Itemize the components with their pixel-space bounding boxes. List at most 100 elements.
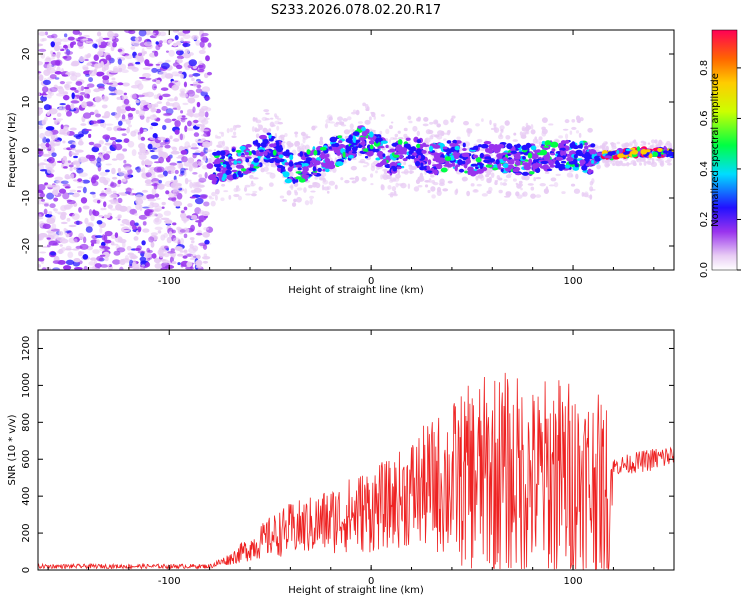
spectrogram-halo-cell (541, 126, 546, 131)
spectrogram-noise-cell (198, 215, 207, 222)
spectrogram-noise-cell (137, 250, 146, 254)
spectrogram-halo-cell (351, 180, 357, 184)
spectrogram-noise-cell (119, 51, 125, 56)
spectrogram-noise-cell (62, 129, 70, 136)
spectrogram-ridge-cell (432, 144, 441, 149)
spectrogram-ridge-cell (274, 159, 281, 164)
spectrogram-noise-cell (56, 112, 62, 117)
spectrogram-ridge-cell (284, 162, 290, 166)
spectrogram-ridge-cell (479, 163, 484, 169)
spectrogram-halo-cell (524, 131, 530, 135)
spectrogram-noise-cell (85, 40, 89, 44)
spectrogram-ridge-cell (357, 125, 362, 129)
spectrogram-ridge-cell (555, 160, 560, 166)
spectrogram-halo-cell (260, 167, 265, 173)
spectrogram-noise-cell (58, 87, 65, 94)
spectrogram-noise-cell (167, 170, 173, 174)
spectrogram-noise-cell (131, 66, 139, 72)
spectrogram-ridge-cell (458, 168, 465, 173)
spectrogram-noise-cell (188, 165, 193, 172)
spectrogram-noise-cell (142, 72, 151, 78)
spectrogram-noise-cell (50, 41, 55, 48)
spectrogram-noise-cell (124, 30, 133, 34)
spectrogram-ridge-cell (389, 148, 396, 153)
spectrogram-halo-cell (355, 109, 360, 116)
spectrogram-ridge-cell (221, 176, 226, 182)
spectrogram-halo-cell (228, 195, 232, 200)
spectrogram-noise-cell (120, 223, 125, 227)
spectrogram-ridge-cell (568, 160, 576, 165)
spectrogram-halo-cell (324, 123, 329, 129)
spectrogram-noise-cell (141, 159, 146, 166)
spectrogram-ridge-cell (223, 164, 227, 168)
spectrogram-noise-cell (149, 114, 158, 121)
spectrogram-noise-cell (75, 72, 81, 78)
spectrogram-halo-cell (578, 132, 582, 138)
spectrogram-halo-cell (284, 133, 288, 137)
spectrogram-noise-cell (195, 232, 203, 236)
spectrogram-noise-cell (176, 105, 181, 111)
spectrogram-noise-cell (191, 161, 198, 169)
spectrogram-noise-cell (145, 194, 155, 200)
spectrogram-ridge-cell (509, 165, 515, 169)
spectrogram-noise-cell (38, 214, 42, 218)
spectrogram-halo-cell (535, 139, 540, 145)
spectrogram-noise-cell (184, 177, 189, 185)
spectrogram-noise-cell (92, 249, 100, 254)
spectrogram-noise-cell (38, 143, 42, 147)
spectrogram-ridge-cell (463, 164, 468, 168)
spectrogram-noise-cell (159, 142, 167, 146)
spectrogram-noise-cell (152, 133, 158, 139)
spectrogram-halo-cell (403, 161, 407, 166)
spectrogram-noise-cell (41, 198, 46, 202)
spectrogram-noise-cell (139, 146, 147, 154)
spectrogram-noise-cell (50, 54, 57, 58)
spectrogram-noise-cell (207, 42, 212, 48)
spectrogram-ridge-cell (452, 139, 457, 144)
spectrogram-ridge-cell (306, 149, 311, 155)
spectrogram-noise-cell (116, 127, 123, 132)
spectrogram-noise-cell (141, 264, 146, 267)
spectrogram-noise-cell (70, 103, 75, 110)
spectrogram-ridge-cell (232, 172, 237, 180)
spectrogram-ridge-cell (324, 157, 331, 164)
spectrogram-halo-cell (581, 192, 585, 197)
spectrogram-noise-cell (161, 201, 166, 206)
spectrogram-ridge-cell (443, 164, 452, 167)
spectrogram-noise-cell (101, 104, 108, 109)
spectrogram-noise-cell (65, 81, 73, 84)
spectrogram-halo-cell (328, 180, 336, 186)
spectrogram-noise-cell (80, 197, 88, 204)
spectrogram-noise-cell (163, 252, 170, 258)
spectrogram-noise-cell (93, 54, 99, 61)
spectrogram-noise-cell (133, 236, 139, 241)
spectrogram-noise-cell (116, 96, 121, 100)
spectrogram-ridge-cell (338, 140, 343, 144)
spectrogram-ridge-cell (469, 170, 477, 177)
spectrogram-noise-cell (90, 242, 95, 247)
spectrogram-noise-cell (84, 87, 91, 95)
spectrogram-y-tick-label: -20 (21, 238, 32, 254)
spectrogram-halo-cell (385, 128, 390, 135)
spectrogram-noise-cell (154, 217, 160, 223)
spectrogram-noise-cell (198, 49, 206, 55)
spectrogram-halo-cell (525, 125, 531, 131)
spectrogram-noise-cell (180, 110, 184, 114)
spectrogram-noise-cell (51, 189, 59, 196)
spectrogram-noise-cell (78, 206, 82, 213)
spectrogram-noise-cell (168, 49, 175, 57)
spectrogram-ridge-cell (314, 160, 321, 166)
spectrogram-ridge-cell (663, 153, 667, 157)
spectrogram-noise-cell (154, 50, 159, 57)
spectrogram-halo-cell (500, 181, 503, 186)
snr-series-line (38, 372, 674, 570)
spectrogram-noise-cell (150, 122, 159, 127)
spectrogram-halo-cell (414, 165, 417, 170)
spectrogram-halo-cell (325, 118, 331, 124)
snr-frame (37, 329, 675, 571)
spectrogram-noise-cell (64, 176, 72, 180)
spectrogram-ridge-cell (524, 159, 529, 162)
spectrogram-ridge-cell (485, 164, 493, 168)
spectrogram-halo-cell (451, 115, 456, 119)
spectrogram-noise-cell (94, 263, 102, 268)
